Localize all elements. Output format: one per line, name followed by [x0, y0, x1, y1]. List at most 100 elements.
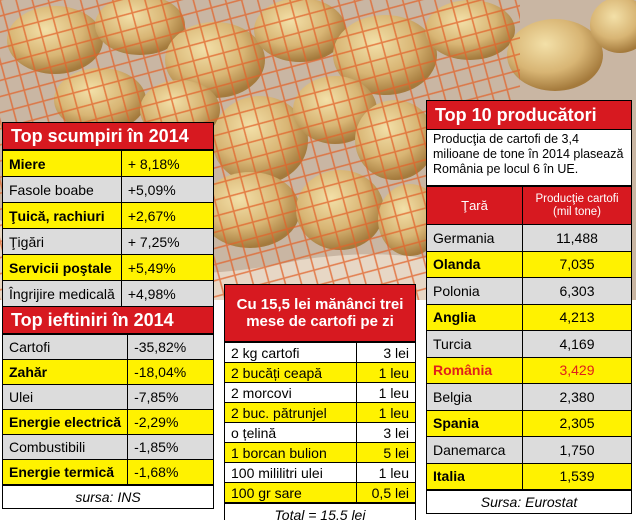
- scumpire-value: +4,98%: [120, 280, 215, 307]
- table-row: Ulei -7,85%: [1, 384, 214, 410]
- table-row: Combustibili -1,85%: [1, 434, 214, 460]
- table-row: o țelină 3 lei: [224, 422, 416, 443]
- producatori-table: Ţară Producţie cartofi (mil tone) German…: [426, 186, 632, 490]
- producator-label: Spania: [426, 409, 523, 437]
- producator-value: 2,305: [522, 409, 632, 437]
- scumpire-label: Ţigări: [2, 228, 122, 255]
- ieftinire-value: -2,29%: [127, 409, 214, 435]
- scumpire-value: + 7,25%: [120, 228, 215, 255]
- table-row: 2 morcovi 1 leu: [224, 382, 416, 403]
- cost-item-label: o țelină: [224, 422, 357, 443]
- producator-value: 6,303: [522, 277, 632, 305]
- producator-value: 4,213: [522, 303, 632, 331]
- top-producatori-title: Top 10 producători: [426, 100, 632, 130]
- producator-label: Anglia: [426, 303, 523, 331]
- table-row: Cartofi -35,82%: [1, 334, 214, 360]
- producator-label: Germania: [426, 224, 523, 252]
- cost-item-value: 0,5 lei: [356, 482, 416, 503]
- cartofi-cost-table: 2 kg cartofi 3 lei 2 bucăți ceapă 1 leu 2 mo…: [224, 342, 416, 503]
- producator-label: Turcia: [426, 330, 523, 358]
- cost-item-value: 3 lei: [356, 422, 416, 443]
- table-row: Turcia 4,169: [426, 330, 632, 358]
- table-row: Miere + 8,18%: [2, 150, 215, 177]
- producator-label: România: [426, 356, 523, 384]
- producator-label: Danemarca: [426, 436, 523, 464]
- cost-item-label: 2 morcovi: [224, 382, 357, 403]
- cost-item-value: 3 lei: [356, 342, 416, 363]
- cost-item-label: 1 borcan bulion: [224, 442, 357, 463]
- table-row: Servicii poştale +5,49%: [2, 254, 215, 281]
- table-row: 2 bucăți ceapă 1 leu: [224, 362, 416, 383]
- scumpire-value: +5,09%: [120, 176, 215, 203]
- producator-value: 3,429: [522, 356, 632, 384]
- col-country-header: Ţară: [426, 186, 523, 225]
- cost-item-label: 2 bucăți ceapă: [224, 362, 357, 383]
- scumpire-label: Miere: [2, 150, 122, 177]
- table-row: Anglia 4,213: [426, 303, 632, 331]
- top-scumpiri-table: Miere + 8,18% Fasole boabe +5,09% Ţuică, rac…: [2, 150, 215, 307]
- top-scumpiri-panel: Top scumpiri în 2014 Miere + 8,18% Fasole …: [2, 122, 215, 307]
- producator-value: 2,380: [522, 383, 632, 411]
- table-row: 100 gr sare 0,5 lei: [224, 482, 416, 503]
- eurostat-source: Sursa: Eurostat: [426, 490, 632, 514]
- scumpire-value: + 8,18%: [120, 150, 215, 177]
- cost-item-value: 1 leu: [356, 362, 416, 383]
- table-row: Energie electrică -2,29%: [1, 409, 214, 435]
- producator-value: 4,169: [522, 330, 632, 358]
- table-row: Germania 11,488: [426, 224, 632, 252]
- table-row: 1 borcan bulion 5 lei: [224, 442, 416, 463]
- table-row: Zahăr -18,04%: [1, 359, 214, 385]
- ieftinire-value: -1,68%: [127, 459, 214, 485]
- table-row: Danemarca 1,750: [426, 436, 632, 464]
- table-row: România 3,429: [426, 356, 632, 384]
- cost-item-value: 5 lei: [356, 442, 416, 463]
- producator-value: 1,539: [522, 462, 632, 490]
- ieftinire-label: Ulei: [1, 384, 129, 410]
- top-ieftiniri-table: Cartofi -35,82% Zahăr -18,04% Ulei -7,85% Ener…: [1, 334, 214, 485]
- cost-item-label: 2 buc. pătrunjel: [224, 402, 357, 423]
- producator-label: Polonia: [426, 277, 523, 305]
- table-row: Îngrijire medicală +4,98%: [2, 280, 215, 307]
- top-ieftiniri-title: Top ieftiniri în 2014: [2, 306, 214, 334]
- ins-source: sursa: INS: [2, 485, 214, 509]
- producator-value: 11,488: [522, 224, 632, 252]
- producator-value: 1,750: [522, 436, 632, 464]
- ieftinire-label: Zahăr: [1, 359, 129, 385]
- cost-item-label: 100 gr sare: [224, 482, 357, 503]
- ieftinire-value: -1,85%: [127, 434, 214, 460]
- scumpire-label: Îngrijire medicală: [2, 280, 122, 307]
- table-row: Polonia 6,303: [426, 277, 632, 305]
- ieftinire-value: -35,82%: [127, 334, 214, 360]
- table-row: 2 kg cartofi 3 lei: [224, 342, 416, 363]
- table-row: Energie termică -1,68%: [1, 459, 214, 485]
- producator-value: 7,035: [522, 250, 632, 278]
- top-scumpiri-title: Top scumpiri în 2014: [2, 122, 214, 150]
- scumpire-label: Fasole boabe: [2, 176, 122, 203]
- table-row: Ţuică, rachiuri +2,67%: [2, 202, 215, 229]
- table-row: Fasole boabe +5,09%: [2, 176, 215, 203]
- table-row: Olanda 7,035: [426, 250, 632, 278]
- producator-label: Italia: [426, 462, 523, 490]
- ieftinire-value: -18,04%: [127, 359, 214, 385]
- ieftinire-label: Energie electrică: [1, 409, 129, 435]
- ieftinire-label: Combustibili: [1, 434, 129, 460]
- cost-item-label: 2 kg cartofi: [224, 342, 357, 363]
- scumpire-label: Ţuică, rachiuri: [2, 202, 122, 229]
- ieftinire-value: -7,85%: [127, 384, 214, 410]
- cost-item-value: 1 leu: [356, 402, 416, 423]
- col-production-header: Producţie cartofi (mil tone): [522, 186, 632, 225]
- scumpire-label: Servicii poştale: [2, 254, 122, 281]
- table-row: Belgia 2,380: [426, 383, 632, 411]
- cartofi-cost-title: Cu 15,5 lei mănânci trei mese de cartofi…: [224, 284, 416, 342]
- scumpire-value: +2,67%: [120, 202, 215, 229]
- producator-label: Belgia: [426, 383, 523, 411]
- ieftinire-label: Cartofi: [1, 334, 129, 360]
- cartofi-total: Total = 15,5 lei: [224, 503, 416, 520]
- cost-item-label: 100 mililitri ulei: [224, 462, 357, 483]
- producator-label: Olanda: [426, 250, 523, 278]
- scumpire-value: +5,49%: [120, 254, 215, 281]
- cartofi-cost-panel: Cu 15,5 lei mănânci trei mese de cartofi…: [224, 284, 416, 520]
- table-row: Ţigări + 7,25%: [2, 228, 215, 255]
- table-row: 100 mililitri ulei 1 leu: [224, 462, 416, 483]
- table-row: Italia 1,539: [426, 462, 632, 490]
